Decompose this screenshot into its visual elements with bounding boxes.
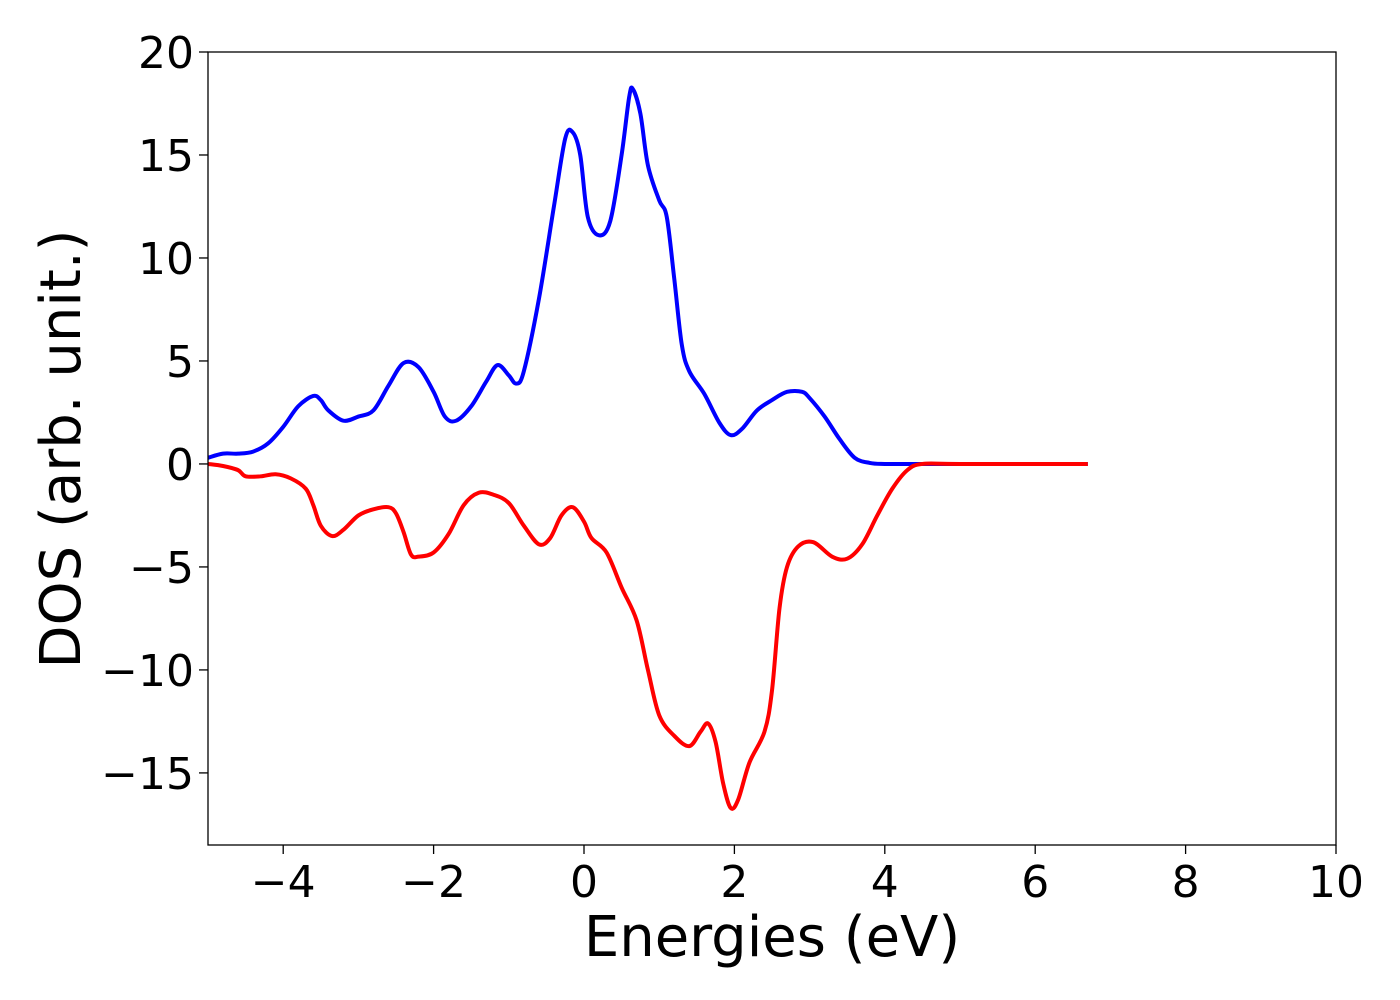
y-axis-title: DOS (arb. unit.) — [29, 229, 94, 668]
y-tick-label: −10 — [101, 646, 194, 697]
y-tick-label: −15 — [101, 749, 194, 800]
x-tick-label: 2 — [720, 857, 748, 908]
dos-series-red — [208, 461, 1088, 811]
y-tick-label: −5 — [129, 543, 194, 594]
x-axis: −4 −2 0 2 4 6 8 10 — [251, 845, 1364, 908]
x-tick-label: 10 — [1308, 857, 1364, 908]
series-layer — [208, 85, 1088, 811]
x-tick-label: −2 — [401, 857, 466, 908]
x-tick-label: 8 — [1172, 857, 1200, 908]
plot-frame — [207, 51, 1337, 846]
x-tick-label: 6 — [1021, 857, 1049, 908]
x-tick-label: 0 — [570, 857, 598, 908]
x-tick-label: −4 — [251, 857, 316, 908]
y-tick-label: 20 — [138, 28, 194, 79]
y-axis: 20 15 10 5 0 −5 −10 −15 — [101, 28, 208, 800]
x-tick-label: 4 — [871, 857, 899, 908]
y-tick-label: 5 — [166, 337, 194, 388]
y-tick-label: 10 — [138, 234, 194, 285]
dos-series-blue — [208, 85, 1088, 467]
y-tick-label: 15 — [138, 131, 194, 182]
x-axis-title: Energies (eV) — [584, 905, 960, 970]
y-tick-label: 0 — [166, 440, 194, 491]
